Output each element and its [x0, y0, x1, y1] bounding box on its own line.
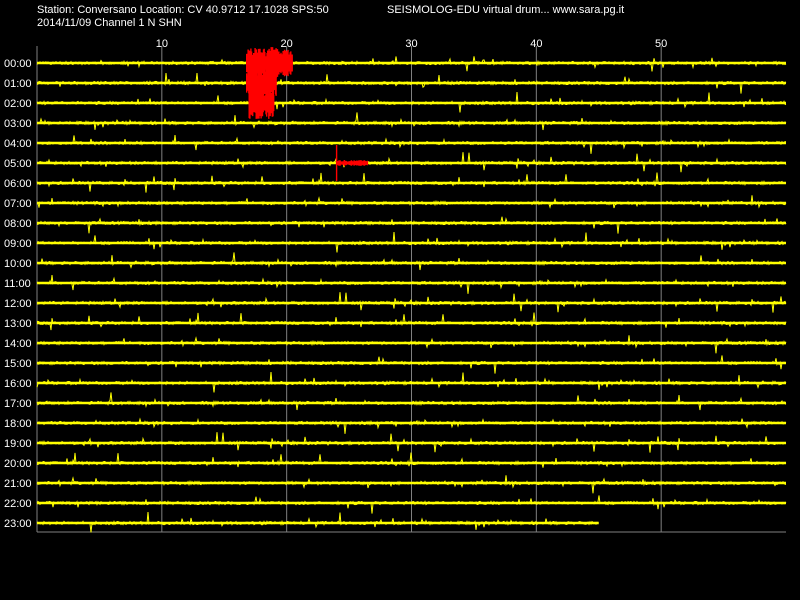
row-label-1000: 10:00	[4, 258, 32, 270]
row-label-1500: 15:00	[4, 358, 32, 370]
trace-layer	[36, 56, 787, 533]
row-label-0600: 06:00	[4, 178, 32, 190]
x-tick-label-40: 40	[530, 38, 542, 50]
row-label-0100: 01:00	[4, 78, 32, 90]
row-label-1800: 18:00	[4, 418, 32, 430]
x-tick-labels: 10 20 30 40 50	[156, 38, 668, 50]
row-label-2300: 23:00	[4, 518, 32, 530]
row-label-0000: 00:00	[4, 58, 32, 70]
product-title-text: SEISMOLOG-EDU virtual drum... www.sara.p…	[387, 4, 625, 16]
row-label-1900: 19:00	[4, 438, 32, 450]
row-label-1100: 11:00	[4, 278, 31, 290]
row-label-1600: 16:00	[4, 378, 32, 390]
grid-layer	[36, 46, 786, 533]
row-label-1700: 17:00	[4, 398, 32, 410]
row-label-1400: 14:00	[4, 338, 32, 350]
row-label-1300: 13:00	[4, 318, 32, 330]
row-label-0800: 08:00	[4, 218, 32, 230]
row-label-2100: 21:00	[4, 478, 32, 490]
date-channel-text: 2014/11/09 Channel 1 N SHN	[37, 17, 182, 29]
row-label-0200: 02:00	[4, 98, 32, 110]
row-label-0400: 04:00	[4, 138, 32, 150]
x-tick-label-10: 10	[156, 38, 168, 50]
row-labels: 00:00 01:00 02:00 03:00 04:00 05:00 06:00 07:00…	[4, 58, 32, 530]
x-tick-label-20: 20	[281, 38, 293, 50]
x-tick-label-30: 30	[405, 38, 417, 50]
row-label-2000: 20:00	[4, 458, 32, 470]
row-label-2200: 22:00	[4, 498, 32, 510]
row-label-0300: 03:00	[4, 118, 32, 130]
row-label-0700: 07:00	[4, 198, 32, 210]
row-label-1200: 12:00	[4, 298, 32, 310]
row-label-0900: 09:00	[4, 238, 32, 250]
event-layer	[246, 47, 369, 181]
row-label-0500: 05:00	[4, 158, 32, 170]
station-info-text: Station: Conversano Location: CV 40.9712…	[37, 4, 329, 16]
x-tick-label-50: 50	[655, 38, 667, 50]
